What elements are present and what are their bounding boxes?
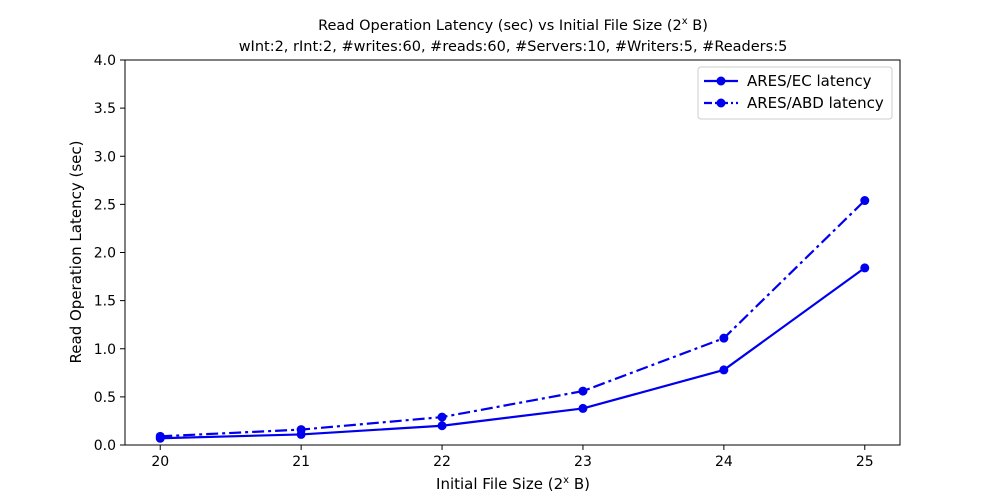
chart-title-line1: Read Operation Latency (sec) vs Initial …	[318, 16, 708, 34]
data-point	[578, 403, 588, 413]
data-point	[155, 431, 165, 441]
x-tick-label: 21	[292, 454, 310, 470]
x-axis-label: Initial File Size (2x B)	[436, 475, 590, 493]
x-tick-label: 20	[151, 454, 169, 470]
y-axis-label: Read Operation Latency (sec)	[67, 141, 85, 364]
chart-title-line2: wInt:2, rInt:2, #writes:60, #reads:60, #…	[239, 39, 788, 55]
data-point	[437, 412, 447, 422]
legend-marker-0	[716, 76, 726, 86]
legend: ARES/EC latency ARES/ABD latency	[697, 66, 893, 120]
x-tick-label: 23	[574, 454, 592, 470]
series-layer	[155, 196, 870, 443]
y-tick-label: 1.5	[94, 294, 116, 310]
y-tick-label: 3.5	[94, 101, 116, 117]
y-tick-label: 2.0	[94, 246, 116, 262]
data-point	[578, 386, 588, 396]
y-tick-label: 1.0	[94, 342, 116, 358]
series-line-1	[160, 199, 866, 438]
data-point	[719, 333, 729, 343]
series-line-0	[160, 267, 866, 440]
legend-box	[697, 66, 893, 120]
y-tick-label: 0.5	[94, 390, 116, 406]
data-point	[860, 196, 870, 206]
data-point	[296, 425, 306, 435]
x-tick-label: 22	[433, 454, 451, 470]
x-tick-label: 24	[715, 454, 733, 470]
data-point	[437, 421, 447, 431]
y-tick-label: 4.0	[94, 53, 116, 69]
x-axis: 20 21 22 23 24 25	[151, 445, 874, 470]
y-tick-label: 2.5	[94, 197, 116, 213]
legend-label-1: ARES/ABD latency	[747, 94, 884, 112]
legend-label-0: ARES/EC latency	[747, 72, 872, 90]
y-axis: 0.0 0.5 1.0 1.5 2.0 2.5 3.0 3.5 4.0	[94, 53, 125, 454]
y-tick-label: 3.0	[94, 149, 116, 165]
x-tick-label: 25	[856, 454, 874, 470]
legend-marker-1	[716, 98, 726, 108]
data-point	[719, 365, 729, 375]
y-tick-label: 0.0	[94, 438, 116, 454]
data-point	[860, 263, 870, 273]
